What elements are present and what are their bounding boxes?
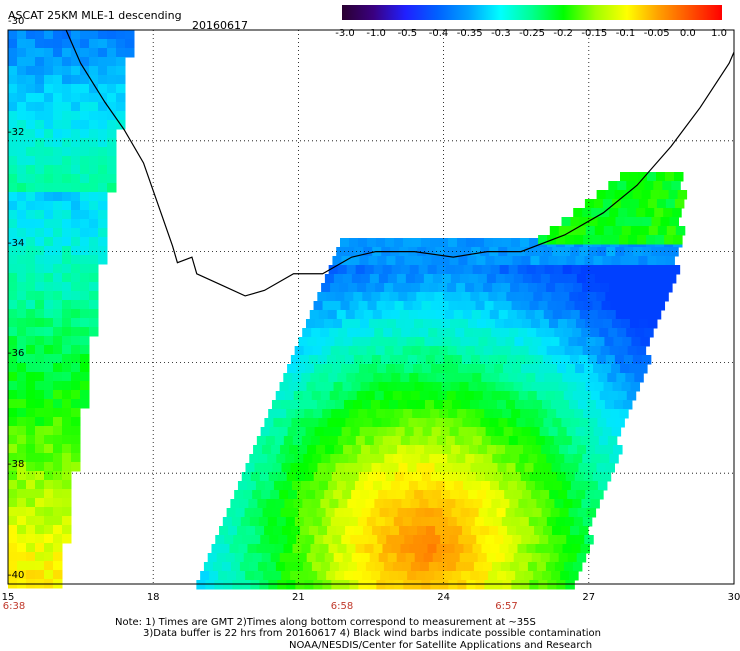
longitude-label: 24 bbox=[437, 592, 450, 603]
pass-time-label: 6:57 bbox=[495, 601, 518, 612]
map-frame bbox=[7, 29, 735, 585]
longitude-label: 21 bbox=[292, 592, 305, 603]
colorbar-tick-label: 0.0 bbox=[679, 28, 696, 39]
longitude-label: 15 bbox=[1, 592, 15, 603]
colorbar-tick-label: -0.05 bbox=[643, 28, 670, 39]
colorbar-tick-label: -3.0 bbox=[335, 28, 355, 39]
colorbar-tick-label: -1.0 bbox=[366, 28, 386, 39]
latitude-label: -40 bbox=[8, 570, 25, 581]
colorbar-tick-label: 1.0 bbox=[711, 28, 727, 39]
colorbar-tick-label: -0.25 bbox=[519, 28, 545, 39]
latitude-label: -36 bbox=[8, 348, 25, 360]
note-line-2: 3)Data buffer is 22 hrs from 20160617 4)… bbox=[143, 628, 601, 639]
pass-time-label: 6:38 bbox=[2, 601, 26, 612]
colorbar-tick-label: -0.1 bbox=[615, 28, 636, 39]
colorbar-tick-label: -0.15 bbox=[581, 28, 608, 39]
colorbar-tick-label: -0.3 bbox=[491, 28, 511, 39]
figure-title: ASCAT 25KM MLE-1 descending bbox=[8, 9, 182, 22]
colorbar-tick-label: -0.2 bbox=[553, 28, 573, 39]
colorbar bbox=[342, 5, 722, 20]
latitude-label: -38 bbox=[8, 459, 25, 471]
pass-time-label: 6:58 bbox=[330, 601, 354, 612]
coastline bbox=[65, 29, 735, 297]
note-line-3: NOAA/NESDIS/Center for Satellite Applica… bbox=[289, 640, 593, 651]
map-plot bbox=[7, 29, 735, 590]
colorbar-gradient bbox=[342, 5, 722, 20]
longitude-label: 30 bbox=[727, 592, 740, 603]
colorbar-tick-label: -0.4 bbox=[428, 28, 449, 39]
figure-date: 20160617 bbox=[192, 19, 248, 32]
wind-speed-field bbox=[8, 30, 688, 590]
latitude-label: -30 bbox=[8, 16, 25, 27]
longitude-label: 27 bbox=[582, 592, 596, 603]
colorbar-tick-label: -0.5 bbox=[397, 28, 418, 39]
colorbar-tick-label: -0.35 bbox=[456, 28, 483, 39]
note-line-1: Note: 1) Times are GMT 2)Times along bot… bbox=[115, 617, 536, 628]
longitude-label: 18 bbox=[146, 592, 160, 603]
latitude-label: -34 bbox=[8, 237, 25, 249]
latitude-label: -32 bbox=[8, 126, 25, 138]
